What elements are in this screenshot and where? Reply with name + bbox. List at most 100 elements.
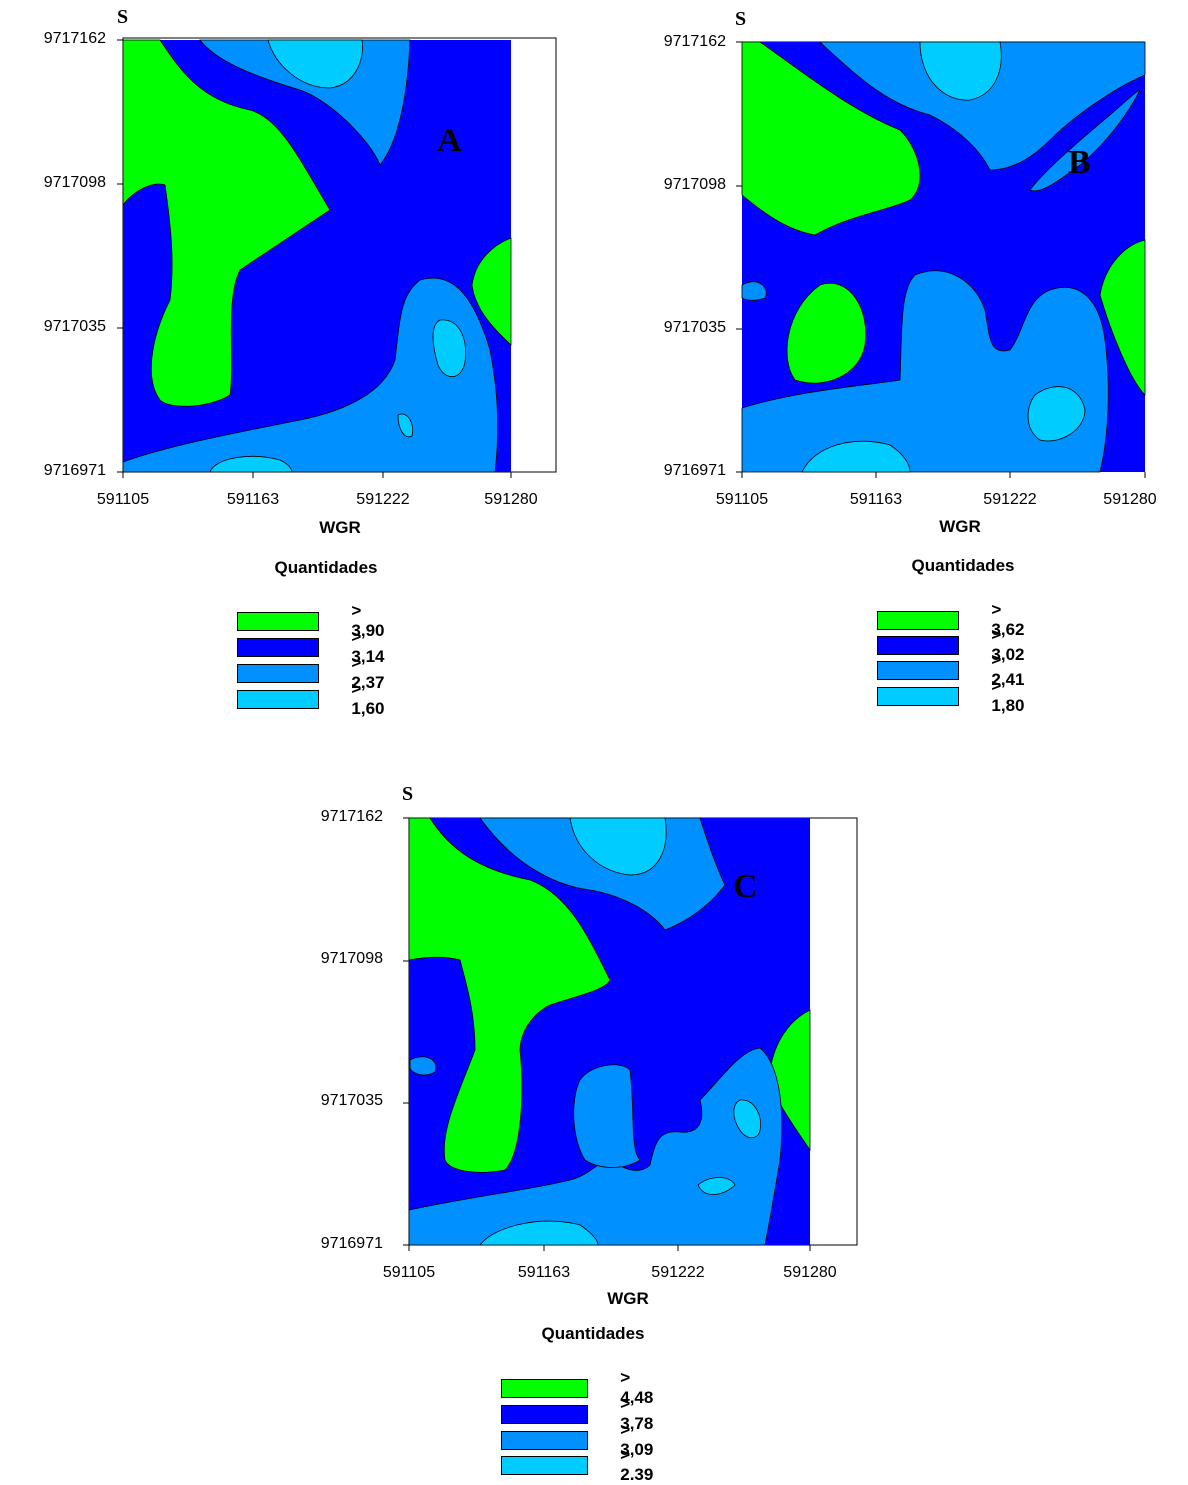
legend-title: Quantidades — [274, 558, 378, 577]
x-axis-label: WGR — [319, 518, 361, 537]
x-tick-label: 591280 — [783, 1264, 837, 1281]
legend-item: > 2.39 — [501, 1445, 663, 1485]
north-label: S — [735, 8, 747, 30]
legend-label: > 1,60 — [351, 679, 385, 718]
legend-label: > 2.39 — [620, 1445, 654, 1484]
x-tick-label: 591222 — [651, 1264, 705, 1281]
legend-label: > 3,09 — [620, 1420, 654, 1459]
legend-swatch — [877, 610, 960, 630]
legend-swatch — [501, 1378, 589, 1398]
legend-swatch — [501, 1404, 589, 1424]
contour-region-level-3 — [741, 281, 767, 301]
y-tick-label: 9717162 — [663, 33, 726, 50]
contour-region-level-1 — [741, 41, 921, 236]
legend-label: > 3,90 — [351, 601, 385, 640]
panel-letter: B — [1068, 144, 1091, 181]
contour-region-level-4 — [209, 456, 293, 473]
legend-swatch — [237, 689, 320, 709]
legend-label: > 3,14 — [351, 627, 385, 666]
contour-region-level-4 — [697, 1177, 736, 1195]
legend-title: Quantidades — [911, 556, 1015, 575]
legend-item: > 2,41 — [877, 650, 1034, 690]
legend-label: > 3,62 — [991, 600, 1025, 639]
x-tick-label: 591105 — [715, 491, 769, 508]
contour-plot-a — [117, 37, 557, 478]
legend-swatch — [237, 611, 320, 631]
contour-region-level-3 — [1029, 89, 1141, 192]
contour-region-level-4 — [479, 1220, 599, 1246]
x-tick-label: 591163 — [226, 491, 280, 508]
contour-region-level-3 — [409, 1056, 437, 1076]
legend-item: > 3,14 — [237, 627, 394, 667]
panel-letter: C — [733, 868, 758, 905]
x-tick-label: 591163 — [849, 491, 903, 508]
legend-item: > 1,60 — [237, 679, 394, 719]
y-tick-label: 9717035 — [663, 319, 726, 336]
contour-region-level-4 — [733, 1099, 762, 1139]
contour-region-level-1 — [408, 817, 611, 1173]
legend-label: > 4,48 — [620, 1368, 654, 1407]
legend-swatch — [237, 663, 320, 683]
legend-item: > 3,78 — [501, 1394, 663, 1434]
legend-item: > 3,62 — [877, 600, 1034, 640]
contour-region-level-3 — [573, 1064, 641, 1168]
y-tick-label: 9716971 — [320, 1235, 383, 1252]
legend-item: > 3,02 — [877, 625, 1034, 665]
x-axis-label: WGR — [939, 517, 981, 536]
x-tick-label: 591163 — [517, 1264, 571, 1281]
legend-swatch — [501, 1430, 589, 1450]
legend-item: > 3,90 — [237, 601, 394, 641]
contour-region-level-1 — [786, 282, 867, 384]
contour-region-level-4 — [1027, 386, 1086, 442]
legend-swatch — [877, 660, 960, 680]
legend-item: > 4,48 — [501, 1368, 663, 1408]
legend-swatch — [501, 1455, 589, 1475]
north-label: S — [402, 783, 414, 805]
legend-swatch — [237, 637, 320, 657]
north-label: S — [117, 6, 129, 28]
contour-region-level-4 — [801, 440, 911, 473]
contour-region-level-1 — [471, 237, 512, 346]
contour-region-level-4 — [569, 817, 667, 876]
x-tick-label: 591280 — [1103, 491, 1157, 508]
contour-region-level-4 — [432, 319, 466, 378]
legend-label: > 3,02 — [991, 625, 1025, 664]
legend-label: > 2,41 — [991, 650, 1025, 689]
x-tick-label: 591280 — [484, 491, 538, 508]
x-tick-label: 591222 — [983, 491, 1037, 508]
contour-plot-b — [736, 41, 1146, 478]
y-tick-label: 9717098 — [320, 950, 383, 967]
legend-item: > 3,09 — [501, 1420, 663, 1460]
contour-region-level-4 — [397, 413, 414, 438]
legend-label: > 2,37 — [351, 653, 385, 692]
contour-region-level-4 — [267, 39, 363, 89]
y-tick-label: 9717162 — [43, 30, 106, 47]
legend-item: > 2,37 — [237, 653, 394, 693]
contour-region-level-3 — [408, 1047, 783, 1246]
legend-title: Quantidades — [541, 1324, 645, 1343]
legend-swatch — [877, 686, 960, 706]
y-tick-label: 9716971 — [43, 462, 106, 479]
x-tick-label: 591105 — [382, 1264, 436, 1281]
contour-region-level-3 — [199, 39, 411, 166]
legend-item: > 1,80 — [877, 676, 1034, 716]
contour-region-level-3 — [818, 41, 1146, 171]
x-tick-label: 591105 — [96, 491, 150, 508]
contour-region-level-1 — [122, 39, 331, 407]
y-tick-label: 9717098 — [663, 176, 726, 193]
legend-label: > 3,78 — [620, 1394, 654, 1433]
y-tick-label: 9717035 — [320, 1092, 383, 1109]
y-tick-label: 9717098 — [43, 174, 106, 191]
x-axis-label: WGR — [607, 1289, 649, 1308]
x-tick-label: 591222 — [356, 491, 410, 508]
y-tick-label: 9717035 — [43, 318, 106, 335]
contour-plot-c — [403, 817, 858, 1251]
y-tick-label: 9716971 — [663, 462, 726, 479]
y-tick-label: 9717162 — [320, 808, 383, 825]
contour-region-level-1 — [1099, 239, 1146, 396]
contour-region-level-3 — [741, 270, 1109, 473]
contour-region-level-4 — [919, 41, 1002, 101]
legend-swatch — [877, 635, 960, 655]
legend-label: > 1,80 — [991, 676, 1025, 715]
panel-letter: A — [437, 122, 462, 159]
